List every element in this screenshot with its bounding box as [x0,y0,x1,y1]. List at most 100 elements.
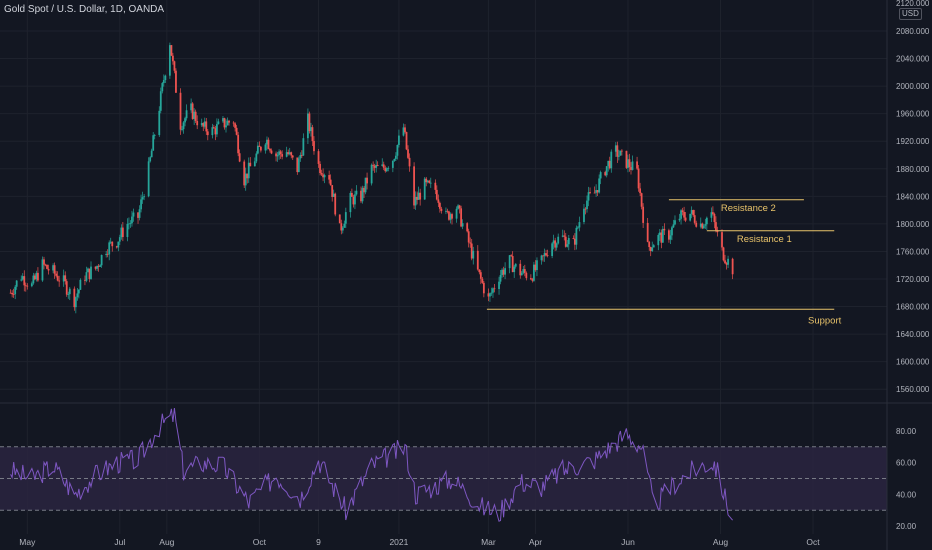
candle-body[interactable] [466,223,469,232]
candle-body[interactable] [504,268,506,275]
candle-body[interactable] [445,210,447,212]
candle-body[interactable] [414,196,417,206]
candle-body[interactable] [9,292,12,294]
candle-body[interactable] [712,212,714,214]
candle-body[interactable] [338,214,341,224]
candle-body[interactable] [153,135,156,136]
candle-body[interactable] [669,235,672,240]
candle-body[interactable] [302,138,305,156]
candle-body[interactable] [651,247,654,252]
candle-body[interactable] [23,276,26,286]
candle-body[interactable] [373,165,376,168]
candle-body[interactable] [731,258,734,275]
candle-body[interactable] [405,132,408,150]
candle-body[interactable] [168,45,171,76]
candle-body[interactable] [190,103,193,111]
candle-body[interactable] [630,167,632,170]
candle-body[interactable] [253,161,256,167]
candle-body[interactable] [705,217,708,225]
candle-body[interactable] [476,250,479,270]
candle-body[interactable] [249,162,252,167]
candle-body[interactable] [561,235,564,237]
candle-body[interactable] [264,144,267,151]
candle-body[interactable] [74,297,77,308]
candle-body[interactable] [540,255,543,261]
candle-body[interactable] [235,127,238,135]
candle-body[interactable] [53,265,56,274]
candle-body[interactable] [141,197,144,200]
candle-body[interactable] [109,241,112,243]
candle-body[interactable] [319,163,321,174]
candle-body[interactable] [37,272,39,281]
candle-body[interactable] [349,192,352,213]
level-label-resistance-2[interactable]: Resistance 2 [721,203,776,214]
candle-body[interactable] [243,161,246,186]
candle-body[interactable] [258,145,261,147]
candle-body[interactable] [534,264,537,271]
candle-body[interactable] [663,228,666,231]
candle-body[interactable] [381,164,384,166]
candle-body[interactable] [610,151,613,169]
candle-body[interactable] [203,121,206,127]
candle-body[interactable] [482,282,485,294]
candle-body[interactable] [67,294,70,295]
candle-body[interactable] [307,113,309,139]
candle-body[interactable] [646,222,649,242]
candle-body[interactable] [343,223,346,228]
candle-body[interactable] [360,190,362,202]
candle-body[interactable] [699,223,702,227]
candle-body[interactable] [361,187,364,202]
candle-body[interactable] [429,182,432,184]
candle-body[interactable] [44,264,47,266]
candle-body[interactable] [715,222,717,231]
candle-body[interactable] [710,212,713,218]
candle-body[interactable] [85,272,88,281]
candle-body[interactable] [434,182,437,190]
candle-body[interactable] [375,164,378,168]
candle-body[interactable] [202,123,205,127]
candle-body[interactable] [30,283,33,287]
candle-body[interactable] [536,260,538,271]
candle-body[interactable] [724,260,726,264]
candle-body[interactable] [614,145,617,152]
candle-body[interactable] [100,254,103,266]
candle-body[interactable] [702,225,705,229]
candle-body[interactable] [620,150,623,152]
candle-body[interactable] [237,134,240,154]
candle-body[interactable] [510,255,513,257]
candle-body[interactable] [259,146,262,151]
candle-body[interactable] [446,210,449,212]
candle-body[interactable] [546,255,549,257]
candle-body[interactable] [99,265,102,267]
candle-body[interactable] [376,164,379,166]
candle-body[interactable] [214,128,217,135]
candle-body[interactable] [419,192,422,200]
candle-body[interactable] [300,155,303,156]
candle-body[interactable] [413,166,415,206]
candle-body[interactable] [128,223,130,225]
candle-body[interactable] [523,269,526,273]
candle-body[interactable] [323,175,326,178]
candle-body[interactable] [340,223,343,231]
candle-body[interactable] [628,159,631,168]
candle-body[interactable] [247,162,250,179]
candle-body[interactable] [683,212,685,218]
candle-body[interactable] [661,228,664,243]
candle-body[interactable] [285,152,288,157]
candle-body[interactable] [20,279,23,281]
candle-body[interactable] [211,127,214,136]
candle-body[interactable] [132,212,135,217]
candle-body[interactable] [193,111,196,119]
support-resistance-lines[interactable]: Resistance 2 Resistance 1 Support [486,199,842,327]
candle-body[interactable] [489,293,491,297]
candle-body[interactable] [331,185,334,197]
candle-body[interactable] [487,293,490,297]
candle-body[interactable] [467,231,470,243]
candle-body[interactable] [652,245,655,248]
candle-body[interactable] [47,268,50,271]
candle-body[interactable] [668,230,670,240]
candle-body[interactable] [555,243,558,248]
candle-body[interactable] [150,150,153,158]
candle-body[interactable] [255,153,258,162]
